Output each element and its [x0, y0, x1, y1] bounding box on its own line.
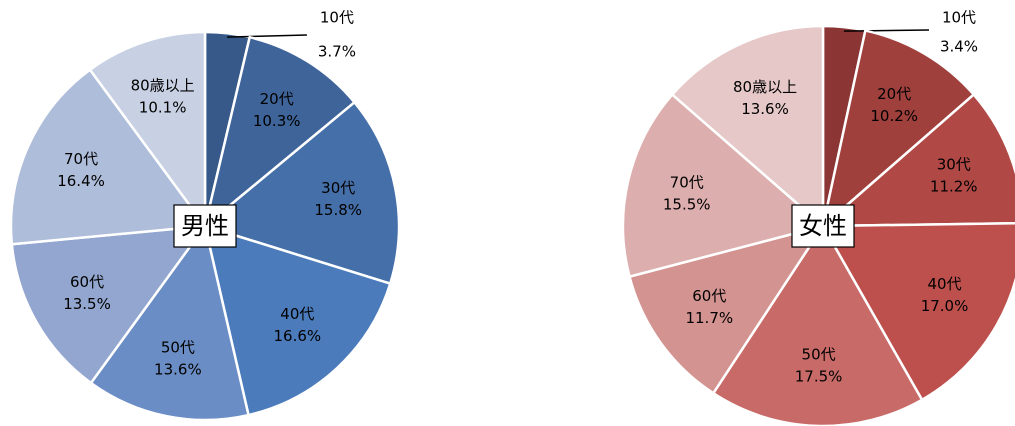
category-label: 70代	[64, 150, 98, 168]
value-label: 13.5%	[63, 295, 111, 313]
category-label: 20代	[260, 90, 294, 108]
pie-slice	[621, 92, 826, 279]
category-label: 40代	[927, 275, 961, 293]
category-label: 80歳以上	[733, 78, 797, 96]
value-label: 16.4%	[57, 172, 105, 190]
category-label: 80歳以上	[131, 76, 195, 94]
value-label: 15.8%	[314, 201, 362, 219]
value-label: 3.7%	[318, 43, 356, 61]
pie-slice	[670, 24, 825, 229]
category-label: 60代	[70, 273, 104, 291]
pie-slice	[820, 222, 1015, 402]
category-label: 40代	[280, 305, 314, 323]
value-label: 3.4%	[940, 38, 978, 56]
category-label: 10代	[942, 9, 976, 27]
title-box	[173, 204, 237, 248]
category-label: 50代	[161, 339, 195, 357]
value-label: 11.2%	[930, 177, 978, 195]
value-label: 10.2%	[870, 107, 918, 125]
value-label: 10.3%	[253, 112, 301, 130]
value-label: 16.6%	[274, 327, 322, 345]
category-label: 10代	[320, 9, 354, 27]
value-label: 10.1%	[139, 98, 187, 116]
chart-title: 男性	[181, 212, 229, 240]
category-label: 30代	[321, 179, 355, 197]
pie-slice	[89, 223, 251, 422]
pie-slice	[819, 92, 1015, 228]
value-label: 17.0%	[921, 297, 969, 315]
category-label: 30代	[937, 155, 971, 173]
category-label: 60代	[692, 287, 726, 305]
leader-line	[843, 29, 930, 32]
value-label: 13.6%	[741, 100, 789, 118]
category-label: 50代	[802, 345, 836, 363]
value-label: 11.7%	[685, 309, 733, 327]
pie-slice	[88, 30, 207, 230]
pie-slice	[202, 35, 357, 230]
pie-slice	[627, 223, 826, 395]
pie-slice	[9, 68, 208, 246]
category-label: 70代	[670, 173, 704, 191]
chart-title: 女性	[799, 212, 847, 240]
value-label: 17.5%	[795, 367, 843, 385]
pie-slice	[202, 100, 401, 286]
pie-slice	[820, 29, 976, 230]
title-box	[791, 204, 855, 248]
pie-slice	[10, 224, 208, 385]
value-label: 13.6%	[154, 361, 202, 379]
value-label: 15.5%	[663, 195, 711, 213]
leader-line	[227, 34, 307, 38]
category-label: 20代	[877, 85, 911, 103]
pie-slice	[203, 224, 392, 417]
